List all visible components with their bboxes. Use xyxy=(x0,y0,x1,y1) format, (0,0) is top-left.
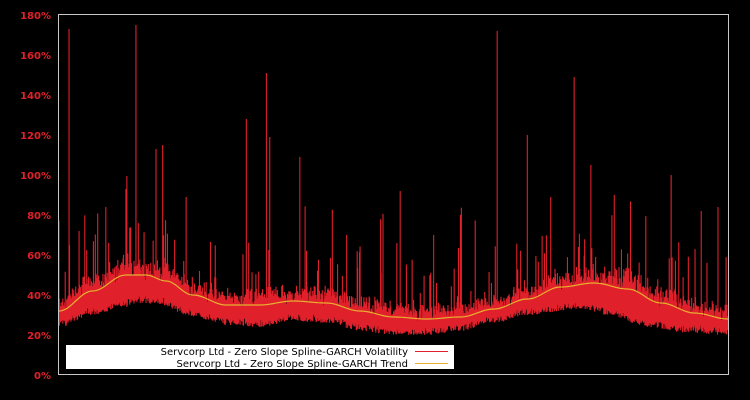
y-tick-label: 100% xyxy=(20,171,51,182)
y-tick-label: 140% xyxy=(20,91,51,102)
trend-series xyxy=(58,274,729,320)
y-tick-label: 60% xyxy=(27,251,51,262)
y-tick-label: 120% xyxy=(20,131,51,142)
legend-label-trend: Servcorp Ltd - Zero Slope Spline-GARCH T… xyxy=(176,359,408,370)
y-axis: 0% 20% 40% 60% 80% 100% 120% 140% 160% 180% xyxy=(20,11,51,382)
y-tick-label: 80% xyxy=(27,211,51,222)
legend-label-volatility: Servcorp Ltd - Zero Slope Spline-GARCH V… xyxy=(161,347,408,358)
y-tick-label: 160% xyxy=(20,51,51,62)
plot-frame xyxy=(58,14,729,375)
y-tick-label: 0% xyxy=(34,371,51,382)
y-tick-label: 20% xyxy=(27,331,51,342)
legend: Servcorp Ltd - Zero Slope Spline-GARCH V… xyxy=(66,345,454,370)
plot-area xyxy=(58,25,729,335)
legend-box xyxy=(66,345,454,369)
y-tick-label: 180% xyxy=(20,11,51,22)
y-tick-label: 40% xyxy=(27,291,51,302)
